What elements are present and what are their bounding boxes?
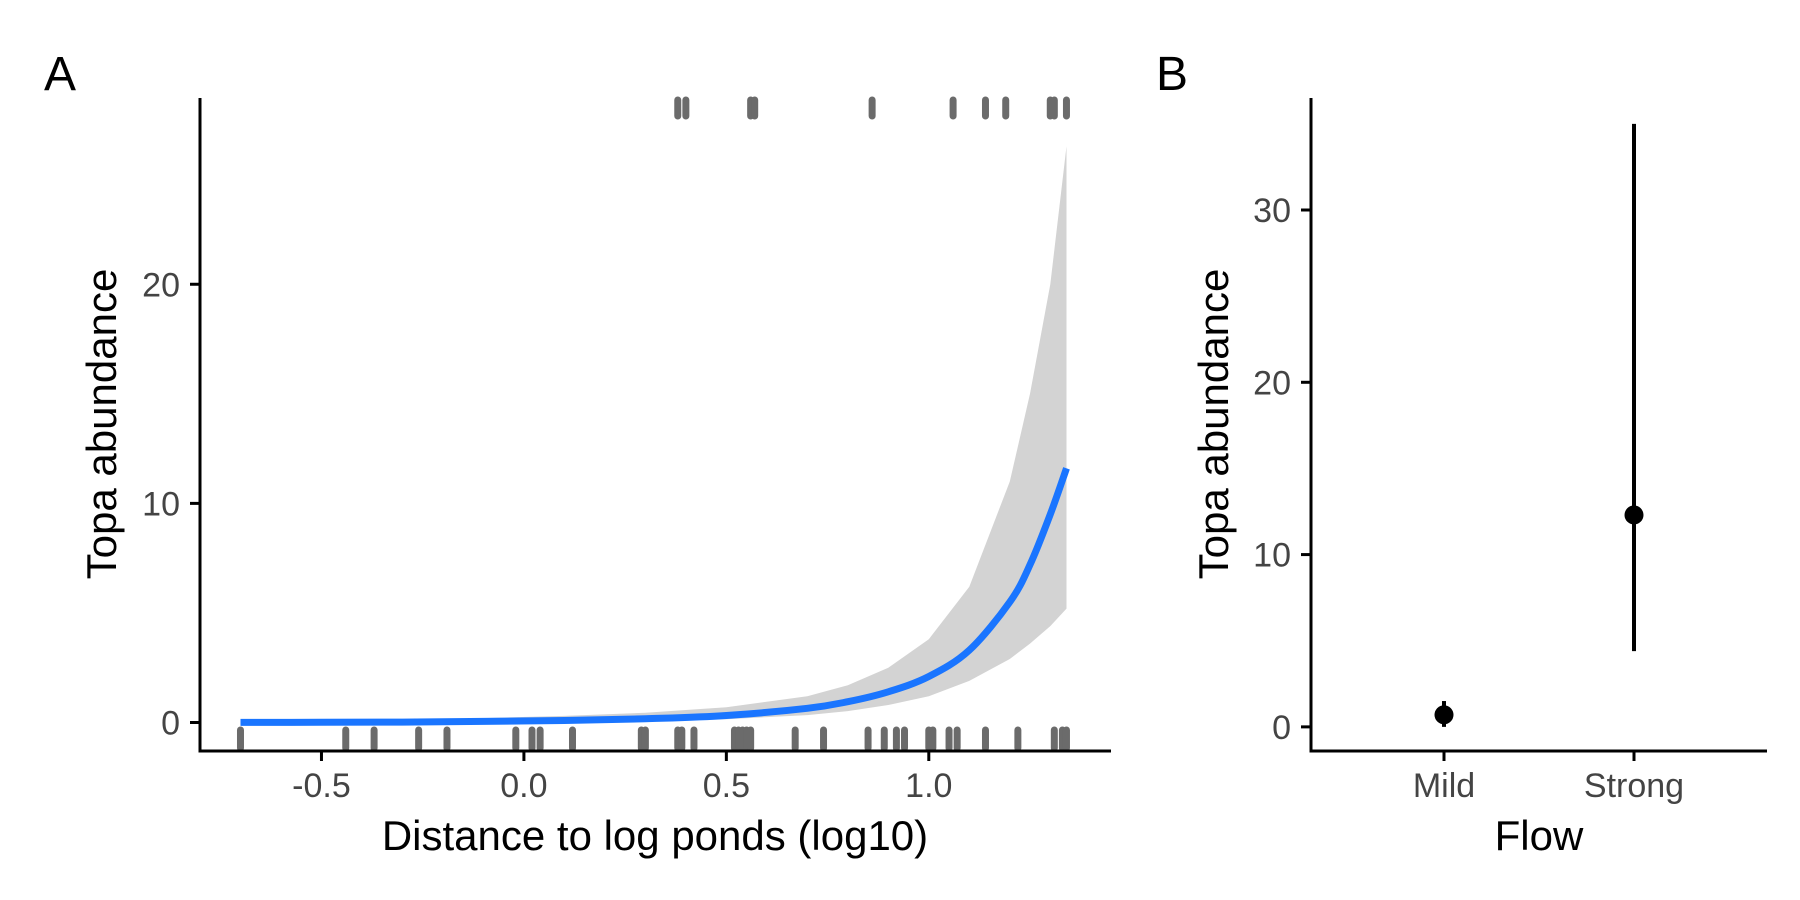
panel-b-y-ticks: 0 10 20 30 [1253, 192, 1311, 747]
y-tick-label: 0 [161, 705, 180, 743]
x-tick-label: -0.5 [292, 767, 351, 805]
rug-marks [236, 96, 1070, 752]
point-estimates [1434, 123, 1644, 727]
panel-a: A 0 10 20 -0.5 0.0 0.5 1.0 Distance to log po… [44, 48, 1111, 859]
y-tick-label: 20 [142, 266, 180, 304]
panel-b-tag: B [1156, 48, 1188, 101]
panel-a-x-ticks: -0.5 0.0 0.5 1.0 [292, 751, 952, 805]
confidence-ribbon [240, 146, 1067, 723]
x-tick-label: Strong [1584, 767, 1684, 805]
panel-a-x-axis-title: Distance to log ponds (log10) [382, 812, 928, 859]
panel-a-y-ticks: 0 10 20 [142, 266, 200, 743]
point-estimate [1624, 505, 1644, 525]
y-tick-label: 10 [1253, 537, 1291, 575]
y-tick-label: 20 [1253, 364, 1291, 402]
point-estimate [1434, 705, 1454, 725]
x-tick-label: 0.0 [500, 767, 547, 805]
y-tick-label: 0 [1272, 709, 1291, 747]
y-tick-label: 30 [1253, 192, 1291, 230]
x-tick-label: 1.0 [905, 767, 952, 805]
panel-b-x-ticks: Mild Strong [1413, 751, 1684, 805]
panel-b-y-axis-title: Topa abundance [1190, 269, 1237, 580]
y-tick-label: 10 [142, 485, 180, 523]
panel-a-y-axis-title: Topa abundance [78, 269, 125, 580]
x-tick-label: 0.5 [703, 767, 750, 805]
panel-b: B 0 10 20 30 Mild Strong Flow Topa abundance [1156, 48, 1767, 859]
fit-line [240, 467, 1070, 726]
panel-b-x-axis-title: Flow [1495, 812, 1584, 859]
panel-a-tag: A [44, 48, 76, 101]
x-tick-label: Mild [1413, 767, 1475, 805]
